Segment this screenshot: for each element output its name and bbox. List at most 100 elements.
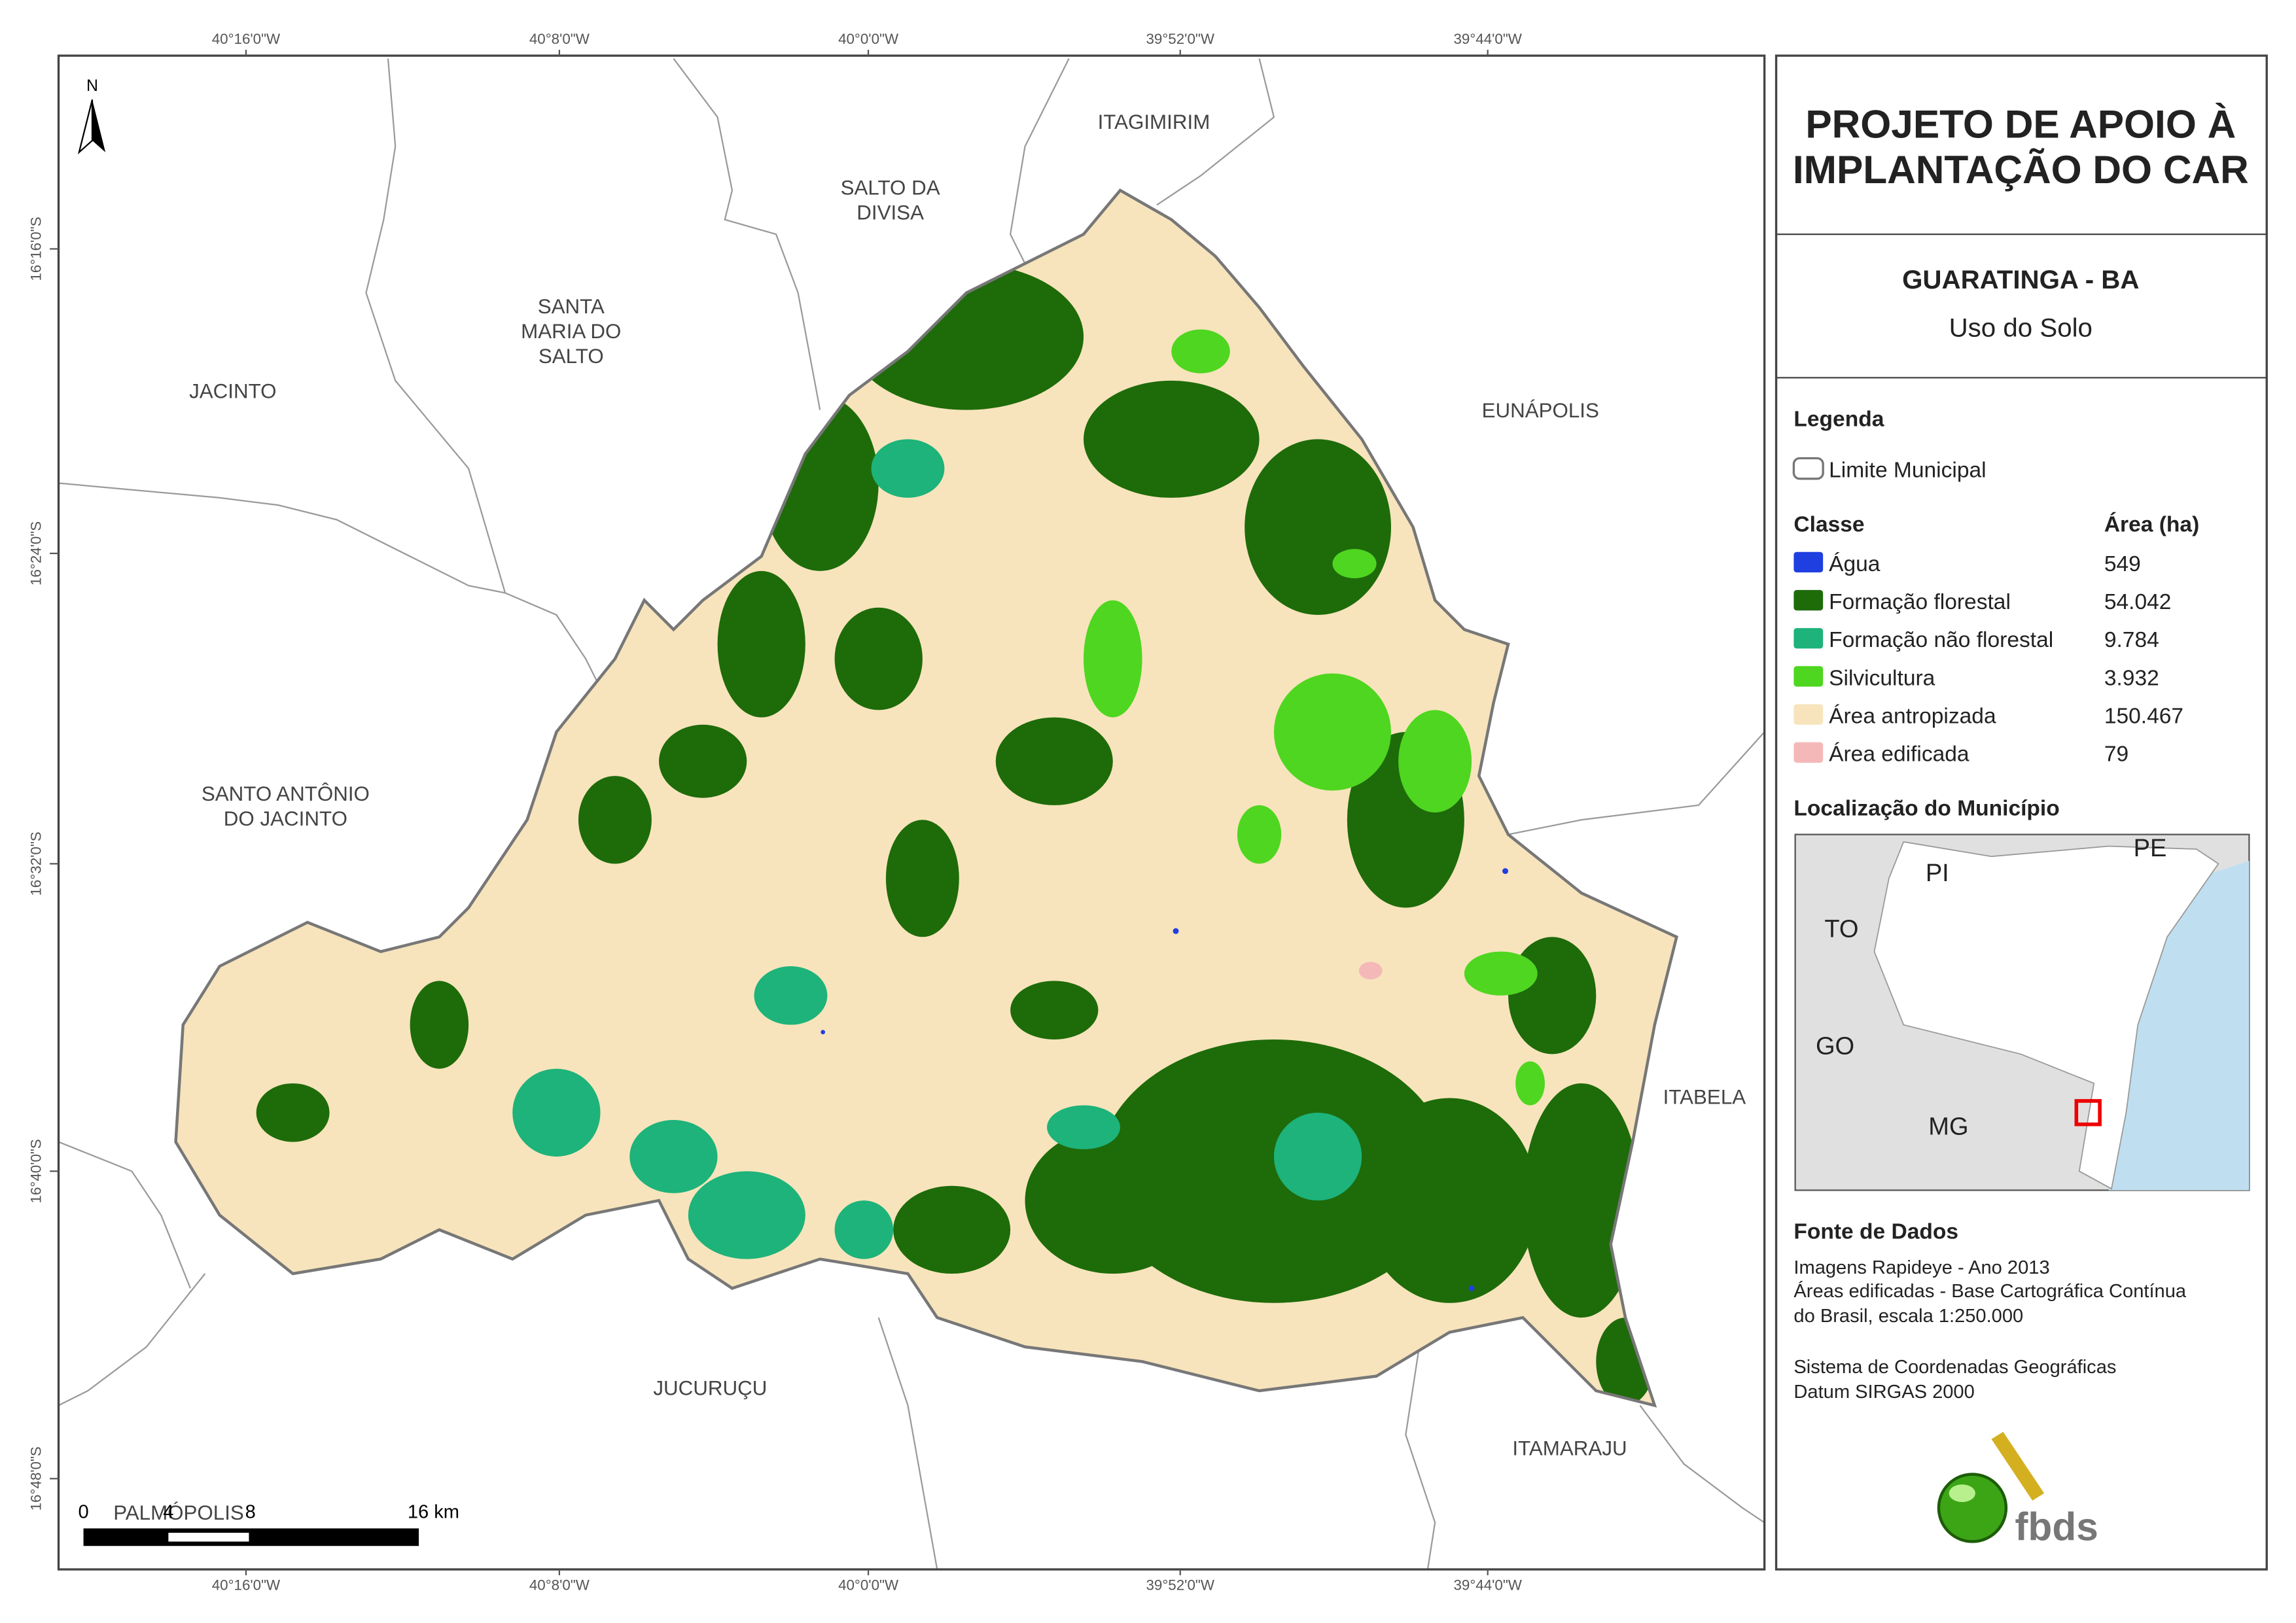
coordinate-label: 40°16'0"W [212,31,281,47]
boundary [1639,1405,1765,1524]
source-line: Imagens Rapideye - Ano 2013 [1793,1257,2049,1278]
location-inset: PI PE TO GO MG [1794,833,2250,1191]
legend-swatch [1793,589,1824,611]
legend-swatch [1793,666,1824,687]
legend-swatch [1793,704,1824,725]
place-label: ITAGIMIRIM [1098,111,1210,133]
coordinate-label: 40°0'0"W [838,31,899,47]
area-heading: Área (ha) [2104,512,2199,536]
legend-area: 549 [2104,552,2141,576]
map-frame [57,54,1766,1571]
boundary [877,1317,938,1570]
class-heading: Classe [1793,512,1864,536]
boundary [1156,58,1275,206]
municipality: GUARATINGA - BA [1902,265,2139,294]
scale-bar: 0 4 8 16 km [78,1502,459,1546]
boundary [58,1273,206,1406]
coordinate-label: 16°16'0"S [28,217,44,281]
legend-area: 3.932 [2104,666,2159,690]
non-forest-patches [512,439,1362,1259]
inset-label: MG [1928,1113,1968,1140]
north-label: N [86,77,98,95]
coordinate-label: 39°44'0"W [1453,31,1522,47]
scale-label: 4 [163,1502,173,1523]
place-label: MARIA DO [521,320,621,343]
coordinate-label: 16°24'0"S [28,521,44,585]
scale-label: 0 [78,1502,88,1523]
coordinate-label: 39°52'0"W [1146,31,1215,47]
source-line: do Brasil, escala 1:250.000 [1793,1306,2023,1327]
legend-class: Área edificada [1829,742,1969,767]
boundary-swatch [1792,457,1824,480]
place-label: EUNÁPOLIS [1482,399,1599,422]
boundary [1508,731,1765,835]
legend-swatch [1793,551,1824,573]
silviculture-patches [1084,329,1545,1106]
boundary [1009,58,1070,264]
place-label: SALTO [539,345,604,368]
legend-swatch [1793,628,1824,649]
coordinate-label: 40°8'0"W [529,31,590,47]
legend-area: 79 [2104,742,2128,767]
coordinate-label: 16°32'0"S [28,831,44,896]
coordinate-label: 16°40'0"S [28,1139,44,1203]
legend-heading: Legenda [1793,407,1884,431]
legend-class: Silvicultura [1829,666,1935,690]
sources-heading: Fonte de Dados [1793,1219,1958,1244]
coordinate-labels: 40°16'0"W 40°8'0"W 40°0'0"W 39°52'0"W 39°44'… [28,31,1523,1593]
legend-classes: Água 549 Formação florestal 54.042 Formação … [1793,551,2183,767]
coordinate-label: 16°48'0"S [28,1446,44,1510]
legend-class: Formação florestal [1829,590,2011,614]
source-line: Áreas edificadas - Base Cartográfica Con… [1793,1280,2186,1302]
place-label: SANTA [538,295,605,318]
place-label: JUCURUÇU [653,1377,767,1400]
logo: fbds [1937,1431,2098,1548]
place-labels: ITAGIMIRIM SALTO DA DIVISA SANTA MARIA D… [113,111,1746,1524]
title: PROJETO DE APOIO À [1805,101,2236,146]
built-area [1358,962,1383,980]
place-label: PALMÓPOLIS [113,1501,244,1524]
source-line: Sistema de Coordenadas Geográficas [1793,1357,2116,1378]
inset-label: TO [1824,915,1858,943]
coordinate-label: 39°52'0"W [1146,1577,1215,1593]
info-panel: PROJETO DE APOIO À IMPLANTAÇÃO DO CAR GU… [1775,54,2268,1571]
legend-class: Área antropizada [1829,705,1996,729]
scale-label: 8 [245,1502,256,1523]
boundary [58,1141,191,1289]
scale-label: 16 km [408,1502,459,1523]
coordinate-label: 40°8'0"W [529,1577,590,1593]
boundary [504,592,601,689]
water-patches [821,868,1509,1291]
coordinate-label: 39°44'0"W [1453,1577,1522,1593]
subtitle: Uso do Solo [1949,313,2093,343]
legend-swatch [1793,742,1824,763]
place-label: DO JACINTO [224,807,347,830]
legend-area: 9.784 [2104,628,2159,652]
title: IMPLANTAÇÃO DO CAR [1793,147,2249,192]
place-label: JACINTO [189,380,276,403]
place-label: SALTO DA [841,177,940,200]
location-heading: Localização do Município [1793,797,2059,821]
boundary [673,58,821,410]
legend-class: Formação não florestal [1829,628,2053,652]
place-label: DIVISA [857,201,924,224]
inset-label: GO [1816,1032,1854,1060]
logo-text: fbds [2015,1504,2098,1548]
place-label: SANTO ANTÔNIO [202,782,370,805]
source-line: Datum SIRGAS 2000 [1793,1382,1974,1403]
inset-label: PI [1926,860,1949,887]
legend-area: 150.467 [2104,705,2183,729]
legend-area: 54.042 [2104,590,2172,614]
inset-label: PE [2134,835,2167,862]
legend-class: Água [1829,552,1881,576]
place-label: ITAMARAJU [1512,1437,1627,1459]
north-arrow: N [77,77,106,155]
place-label: ITABELA [1663,1085,1746,1108]
coordinate-label: 40°0'0"W [838,1577,899,1593]
coordinate-label: 40°16'0"W [212,1577,281,1593]
municipal-boundaries [58,58,1765,1570]
boundary [1405,1339,1436,1570]
boundary-label: Limite Municipal [1829,459,1987,483]
